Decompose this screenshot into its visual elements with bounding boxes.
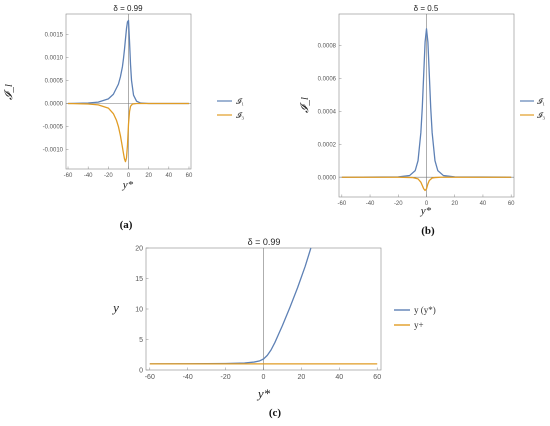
y-tick-label-b-2: 0.0004	[318, 109, 337, 115]
x-tick-label-a-5: 40	[165, 173, 172, 179]
legend-label-c-0: y (y*)	[414, 305, 436, 315]
y-tick-label-a-0: -0.0010	[43, 148, 64, 154]
y-tick-label-c-4: 20	[135, 245, 143, 252]
x-tick-label-c-4: 20	[298, 374, 306, 381]
legend-label-a-0: 𝓘₁	[236, 97, 244, 106]
y-tick-label-a-2: 0.0000	[45, 102, 64, 108]
x-tick-label-b-3: 0	[425, 201, 429, 207]
panel-label-c: (c)	[269, 407, 282, 419]
series-line-c-0	[149, 247, 312, 365]
chart-panel-b: δ = 0.5 𝓘_l y* (b) 𝓘₁ 𝓘₃ -60 -40 -20 0 20 40 6…	[299, 4, 545, 237]
y-tick-label-a-4: 0.0010	[45, 55, 64, 61]
x-tick-label-a-6: 60	[186, 173, 193, 179]
chart-title-b: δ = 0.5	[414, 4, 439, 13]
series-line-b-1	[341, 176, 512, 192]
legend-label-a-1: 𝓘₃	[236, 111, 244, 120]
chart-title-c: δ = 0.99	[248, 237, 281, 247]
y-tick-label-b-1: 0.0002	[318, 142, 337, 148]
series-line-a-1	[68, 102, 189, 163]
legend-b: 𝓘₁ 𝓘₃	[520, 97, 545, 120]
y-tick-label-b-4: 0.0008	[318, 43, 337, 49]
y-tick-label-c-3: 15	[135, 276, 143, 283]
x-tick-label-c-6: 60	[373, 374, 381, 381]
x-tick-label-c-5: 40	[335, 374, 343, 381]
legend-a: 𝓘₁ 𝓘₃	[217, 97, 244, 120]
x-tick-label-c-2: -20	[221, 374, 231, 381]
chart-panel-c: δ = 0.99 y y* (c) y (y*) y+ -60 -40 -20 0 20…	[111, 237, 436, 419]
legend-label-c-1: y+	[414, 320, 424, 330]
series-line-a-0	[68, 19, 189, 105]
y-tick-label-c-0: 0	[139, 367, 143, 374]
legend-c: y (y*) y+	[394, 305, 436, 330]
chart-title-a: δ = 0.99	[113, 4, 143, 13]
y-tick-label-a-3: 0.0005	[45, 79, 64, 85]
x-axis-label-b: y*	[420, 205, 432, 217]
x-axis-label-a: y*	[122, 179, 134, 191]
x-tick-label-b-4: 20	[451, 201, 458, 207]
y-axis-label-b: 𝓘_l	[299, 97, 311, 113]
chart-panel-a: δ = 0.99 𝓘_l y* (a) 𝓘₁ 𝓘₃ -60 -40 -20 0 20 40…	[3, 4, 244, 231]
series-line-b-0	[341, 28, 512, 178]
y-tick-label-a-5: 0.0015	[45, 32, 64, 38]
x-tick-label-a-0: -60	[64, 173, 73, 179]
x-tick-label-a-1: -40	[84, 173, 93, 179]
y-tick-label-b-3: 0.0006	[318, 76, 337, 82]
x-tick-label-b-2: -20	[394, 201, 403, 207]
x-axis-label-c: y*	[256, 386, 271, 401]
y-tick-label-a-1: -0.0005	[43, 125, 64, 131]
x-tick-label-c-1: -40	[183, 374, 193, 381]
y-tick-label-b-0: 0.0000	[318, 175, 337, 181]
x-tick-label-a-2: -20	[104, 173, 113, 179]
y-axis-label-a: 𝓘_l	[3, 84, 15, 100]
x-tick-label-c-0: -60	[145, 374, 155, 381]
x-tick-label-a-3: 0	[127, 173, 131, 179]
x-tick-label-b-5: 40	[480, 201, 487, 207]
y-tick-label-c-1: 5	[139, 337, 143, 344]
legend-label-b-1: 𝓘₃	[537, 111, 545, 120]
x-tick-label-b-1: -40	[366, 201, 375, 207]
x-tick-label-b-0: -60	[337, 201, 346, 207]
x-tick-label-b-6: 60	[508, 201, 515, 207]
x-tick-label-c-3: 0	[262, 374, 266, 381]
legend-label-b-0: 𝓘₁	[537, 97, 545, 106]
x-tick-label-a-4: 20	[145, 173, 152, 179]
panel-label-b: (b)	[421, 225, 435, 237]
y-tick-label-c-2: 10	[135, 306, 143, 313]
y-axis-label-c: y	[111, 300, 119, 315]
panel-label-a: (a)	[120, 219, 133, 231]
